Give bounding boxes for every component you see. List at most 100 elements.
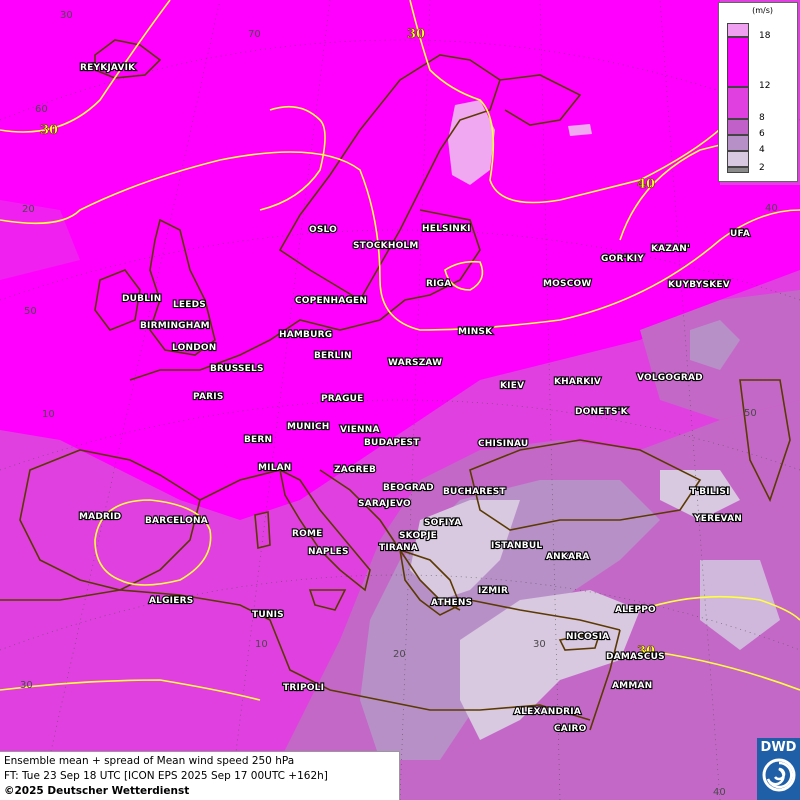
city-label: MILAN	[258, 463, 292, 473]
iberia-outline	[19, 449, 201, 591]
lat-label: 30	[20, 680, 33, 691]
city-label: IZMIR	[478, 586, 508, 596]
city-label: VOLGOGRAD	[637, 373, 703, 383]
grid-label: 30	[533, 639, 546, 650]
greece-outline	[398, 548, 462, 616]
city-label: BEOGRAD	[383, 483, 434, 493]
city-label: CAIRO	[554, 724, 587, 734]
anatolia-south-coast	[469, 599, 621, 631]
lon-label: 50	[744, 408, 757, 419]
baltic-coast	[379, 209, 481, 321]
city-label: KHARKIV	[554, 377, 601, 387]
city-label: BRUSSELS	[210, 364, 264, 374]
coastlines	[0, 39, 791, 731]
color-legend: (m/s) 18 12 8 6 4 2	[718, 2, 798, 182]
city-label: NAPLES	[308, 547, 349, 557]
legend-swatch-gt18	[727, 23, 749, 37]
city-label: BIRMINGHAM	[140, 321, 210, 331]
legend-tick: 8	[759, 113, 765, 123]
black-sea-outline	[469, 439, 702, 531]
dwd-logo: DWD	[757, 738, 800, 800]
city-label: TUNIS	[252, 610, 284, 620]
contour-30-north	[0, 0, 171, 133]
city-label: MINSK	[458, 327, 493, 337]
city-label: UFA	[730, 229, 750, 239]
lat-label: 60	[35, 104, 48, 115]
france-med-coast	[199, 469, 281, 501]
contour-40	[619, 144, 721, 241]
contour-30-north-east	[409, 0, 731, 204]
north-africa-coast	[0, 589, 591, 721]
city-label: LEEDS	[173, 300, 206, 310]
contour-30-iberia	[94, 499, 212, 586]
city-label: SKOPJE	[399, 531, 437, 541]
legend-tick: 18	[759, 31, 771, 41]
city-label: STOCKHOLM	[353, 241, 419, 251]
grid-labels: 30 70 60 50 30 50 40 20 10 10 20 30 40	[20, 10, 778, 798]
city-label: KUYBYSKEV	[668, 280, 730, 290]
italy-outline	[278, 468, 371, 592]
city-label: BERLIN	[314, 351, 352, 361]
lon-label: 40	[713, 787, 726, 798]
contour-30-levant	[639, 595, 800, 621]
city-label: OSLO	[309, 225, 337, 235]
city-label: BARCELONA	[145, 516, 208, 526]
city-label: TIRANA	[379, 543, 418, 553]
britain-outline	[149, 218, 216, 356]
city-label: REYKJAVIK	[80, 63, 136, 73]
contour-label: 30	[637, 644, 655, 659]
city-label: AMMAN	[612, 681, 652, 691]
city-label: HAMBURG	[279, 330, 332, 340]
city-label: MADRID	[79, 512, 121, 522]
city-label: PRAGUE	[321, 394, 364, 404]
sardinia-outline	[254, 511, 271, 550]
legend-swatch-2-4	[727, 151, 749, 167]
grid-label: 20	[22, 204, 35, 215]
city-label: KIEV	[500, 381, 524, 391]
city-label: BUCHAREST	[443, 487, 506, 497]
city-label: LONDON	[172, 343, 216, 353]
city-label: RIGA	[426, 279, 451, 289]
city-label: BERN	[244, 435, 272, 445]
legend-tick: 2	[759, 163, 765, 173]
city-label: DAMASCUS	[606, 652, 665, 662]
map-caption: Ensemble mean + spread of Mean wind spee…	[0, 751, 400, 800]
copyright: ©2025 Deutscher Wetterdienst	[4, 785, 190, 797]
grid-label: 10	[42, 409, 55, 420]
city-label: DONETS'K	[575, 407, 629, 417]
contour-30-sw	[0, 679, 261, 701]
city-label: CHISINAU	[478, 439, 528, 449]
city-label: VIENNA	[340, 425, 380, 435]
legend-tick: 4	[759, 145, 765, 155]
legend-swatch-12-18	[727, 37, 749, 87]
city-label: ATHENS	[431, 598, 472, 608]
cyprus-outline	[558, 630, 602, 651]
city-label: ALEXANDRIA	[514, 707, 581, 717]
lat-label: 70	[248, 29, 261, 40]
city-label: ISTANBUL	[491, 541, 542, 551]
contour-30-scandi	[259, 105, 326, 211]
city-label: MUNICH	[287, 422, 329, 432]
logo-text: DWD	[760, 740, 797, 755]
lat-label: 30	[60, 10, 73, 21]
legend-swatch-4-6	[727, 135, 749, 151]
lat-label: 50	[24, 306, 37, 317]
city-label: SOFIYA	[424, 518, 461, 528]
grid-label: 40	[765, 203, 778, 214]
kola-coast	[499, 74, 582, 126]
contour-label: 30	[40, 123, 58, 138]
swirl-icon	[762, 758, 795, 792]
contour-30-riga	[444, 260, 484, 291]
contour-30-levant-south	[639, 649, 800, 691]
city-label: TRIPOLI	[283, 683, 324, 693]
iceland-outline	[94, 39, 162, 79]
wind-contours	[0, 0, 800, 701]
city-label: YEREVAN	[693, 514, 742, 524]
city-label: PARIS	[193, 392, 224, 402]
city-label: ZAGREB	[334, 465, 376, 475]
city-label: GOR'KIY	[601, 254, 644, 264]
city-label: WARSZAW	[388, 358, 442, 368]
city-label: ALGIERS	[149, 596, 193, 606]
